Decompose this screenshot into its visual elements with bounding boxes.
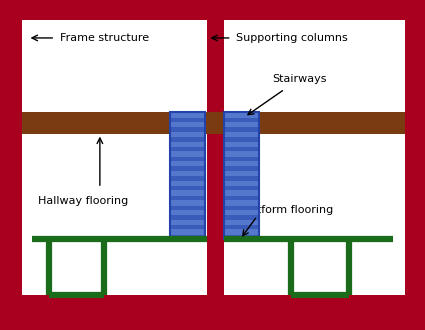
Text: Frame structure: Frame structure	[60, 33, 149, 43]
Text: Hallway flooring: Hallway flooring	[38, 196, 128, 206]
Text: Stairways: Stairways	[272, 74, 326, 84]
Bar	[8, 112, 416, 134]
Bar	[170, 127, 205, 132]
Bar	[224, 196, 259, 200]
Bar	[170, 117, 205, 122]
Bar	[170, 176, 205, 181]
Bar	[224, 147, 259, 151]
Bar	[224, 157, 259, 161]
Text: Supporting columns: Supporting columns	[236, 33, 348, 43]
Bar	[224, 225, 259, 229]
Bar	[8, 295, 416, 323]
Bar	[170, 147, 205, 151]
Bar	[224, 235, 259, 239]
Bar	[170, 206, 205, 210]
Bar	[170, 166, 205, 171]
Bar	[170, 137, 205, 142]
Bar	[224, 112, 259, 239]
Bar	[170, 235, 205, 239]
Bar	[224, 166, 259, 171]
Bar	[224, 186, 259, 190]
Bar	[224, 127, 259, 132]
Text: Platform flooring: Platform flooring	[240, 205, 333, 214]
Bar	[207, 7, 224, 323]
Bar	[224, 137, 259, 142]
Bar	[224, 206, 259, 210]
Bar	[170, 157, 205, 161]
Bar	[224, 215, 259, 220]
Bar	[224, 117, 259, 122]
Bar	[170, 196, 205, 200]
Bar	[170, 215, 205, 220]
Bar	[170, 225, 205, 229]
Bar	[170, 186, 205, 190]
Bar	[224, 176, 259, 181]
Bar	[170, 112, 205, 239]
